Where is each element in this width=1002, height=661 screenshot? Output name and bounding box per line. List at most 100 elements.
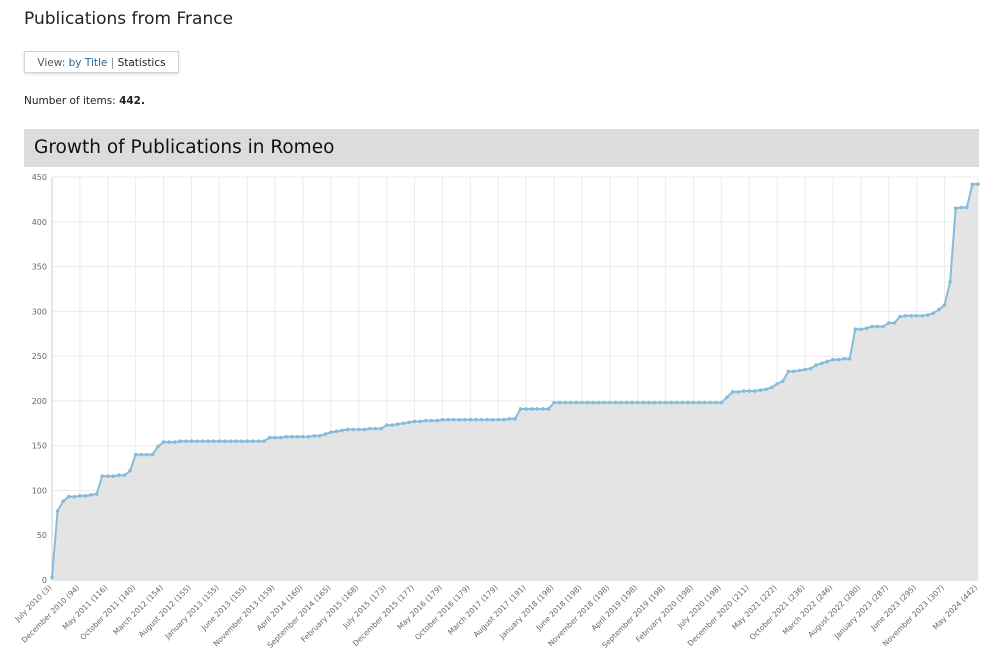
view-separator: | xyxy=(110,57,115,69)
view-statistics[interactable]: Statistics xyxy=(117,57,166,69)
point xyxy=(262,439,266,443)
page-title: Publications from France xyxy=(24,9,234,29)
point xyxy=(641,400,646,405)
point xyxy=(418,419,422,424)
point xyxy=(61,499,65,503)
point xyxy=(647,400,651,405)
point xyxy=(736,390,740,394)
point xyxy=(870,324,874,329)
point xyxy=(94,492,99,496)
point xyxy=(825,359,830,364)
point xyxy=(239,439,244,443)
point xyxy=(619,400,623,405)
point xyxy=(111,474,116,478)
point xyxy=(323,432,328,436)
point xyxy=(529,407,534,411)
point xyxy=(172,440,177,444)
point xyxy=(100,474,105,478)
point xyxy=(384,423,389,427)
point xyxy=(931,311,936,315)
point xyxy=(680,400,685,405)
y-tick-label: 0 xyxy=(42,576,47,585)
point xyxy=(568,400,573,405)
point xyxy=(652,400,657,405)
point xyxy=(474,417,478,422)
point xyxy=(306,434,311,439)
point xyxy=(546,407,551,411)
item-count: Number of items: 442. xyxy=(24,95,145,107)
point xyxy=(117,473,121,478)
point xyxy=(535,407,540,411)
point xyxy=(831,357,835,362)
point xyxy=(753,389,757,393)
point xyxy=(942,303,947,307)
point xyxy=(390,423,395,427)
point xyxy=(507,417,512,421)
point xyxy=(708,400,713,405)
point xyxy=(468,417,473,422)
point xyxy=(284,434,289,439)
point xyxy=(847,356,852,361)
point xyxy=(396,422,400,426)
point xyxy=(89,493,93,497)
point xyxy=(357,427,361,432)
x-tick-label: March 2022 (246) xyxy=(781,583,835,637)
point xyxy=(167,440,171,444)
point xyxy=(714,400,718,405)
point xyxy=(686,400,690,405)
point xyxy=(295,434,300,439)
point xyxy=(195,439,199,443)
point xyxy=(630,400,634,405)
point xyxy=(161,440,166,444)
point xyxy=(278,435,283,440)
point xyxy=(122,473,127,478)
point xyxy=(613,400,618,405)
point xyxy=(446,417,450,422)
point xyxy=(423,418,428,423)
point xyxy=(909,314,913,318)
point xyxy=(758,388,763,392)
point xyxy=(490,417,495,422)
point xyxy=(267,435,272,440)
point xyxy=(317,434,322,438)
point xyxy=(959,205,964,210)
point xyxy=(808,366,813,371)
point xyxy=(608,400,612,405)
point xyxy=(518,407,523,411)
view-by-title-link[interactable]: by Title xyxy=(68,57,108,69)
point xyxy=(256,439,261,443)
point xyxy=(697,400,701,405)
y-tick-label: 50 xyxy=(37,531,47,540)
point xyxy=(836,357,841,362)
point xyxy=(189,439,194,443)
point xyxy=(301,434,305,439)
point xyxy=(128,468,132,473)
point xyxy=(351,427,356,432)
point xyxy=(658,400,662,405)
point xyxy=(602,400,607,405)
point xyxy=(820,361,824,366)
point xyxy=(552,400,556,405)
point xyxy=(580,400,584,405)
point xyxy=(273,435,277,440)
point xyxy=(290,434,294,439)
point xyxy=(217,439,222,443)
point xyxy=(803,367,807,372)
y-tick-label: 350 xyxy=(32,263,47,272)
point xyxy=(329,430,333,435)
point xyxy=(741,389,746,393)
point xyxy=(334,429,339,434)
point xyxy=(591,400,595,405)
point xyxy=(585,400,590,405)
point xyxy=(345,427,350,432)
point xyxy=(211,439,216,443)
x-tick-label: August 2022 (280) xyxy=(806,583,862,639)
point xyxy=(373,426,378,431)
point xyxy=(853,327,858,332)
point xyxy=(50,575,54,580)
point xyxy=(886,321,891,325)
point xyxy=(574,400,579,405)
point xyxy=(624,400,629,405)
point xyxy=(156,444,160,449)
